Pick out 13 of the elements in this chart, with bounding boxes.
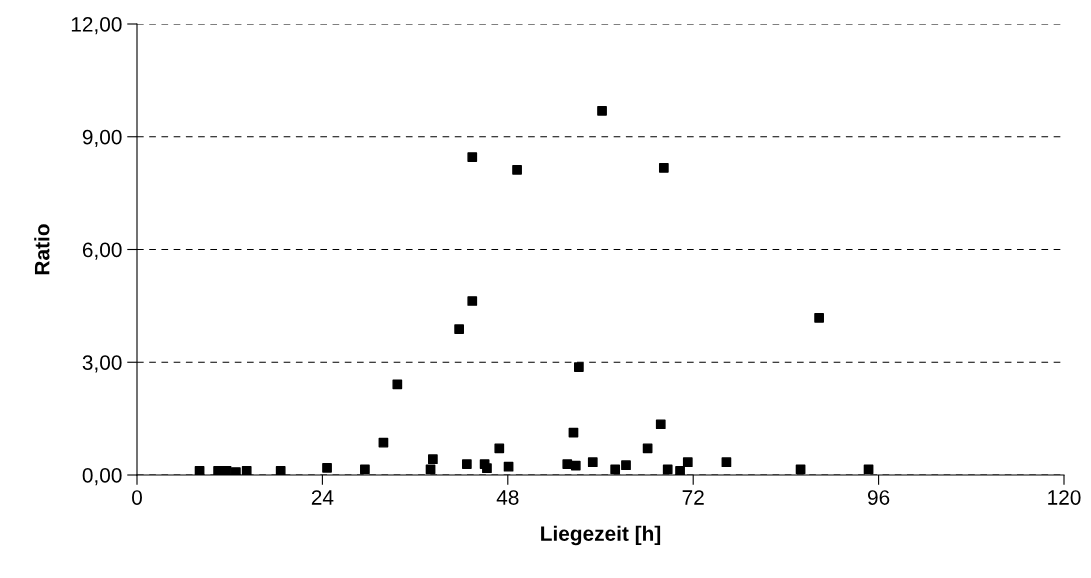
x-tick-label: 96 xyxy=(867,490,890,505)
x-axis-title: Liegezeit [h] xyxy=(541,525,661,546)
x-tick-label: 48 xyxy=(496,490,519,505)
x-tick-label: 24 xyxy=(311,490,334,505)
y-tick-label: 12,00 xyxy=(71,17,122,35)
y-tick-label: 6,00 xyxy=(82,242,122,260)
x-tick-label: 120 xyxy=(1048,490,1081,505)
y-tick-label: 9,00 xyxy=(82,129,122,147)
y-tick-label: 0,00 xyxy=(82,468,122,486)
y-axis-title: Ratio xyxy=(34,224,50,275)
y-tick-label: 3,00 xyxy=(82,355,122,373)
x-tick-label: 0 xyxy=(132,490,142,505)
x-tick-label: 72 xyxy=(682,490,704,505)
